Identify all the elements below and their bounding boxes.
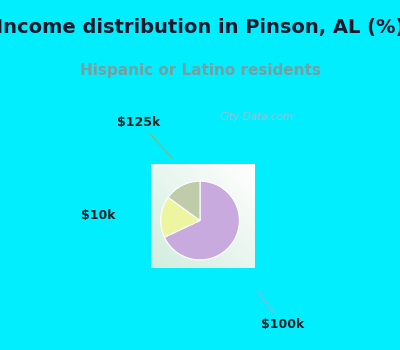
Text: $125k: $125k: [117, 116, 172, 158]
Text: Income distribution in Pinson, AL (%): Income distribution in Pinson, AL (%): [0, 18, 400, 37]
Wedge shape: [164, 181, 239, 260]
Text: $100k: $100k: [258, 292, 304, 331]
Text: Hispanic or Latino residents: Hispanic or Latino residents: [80, 63, 320, 78]
Wedge shape: [161, 197, 200, 237]
Text: $10k: $10k: [81, 209, 115, 226]
Wedge shape: [168, 181, 200, 220]
Text: City-Data.com: City-Data.com: [220, 112, 294, 122]
